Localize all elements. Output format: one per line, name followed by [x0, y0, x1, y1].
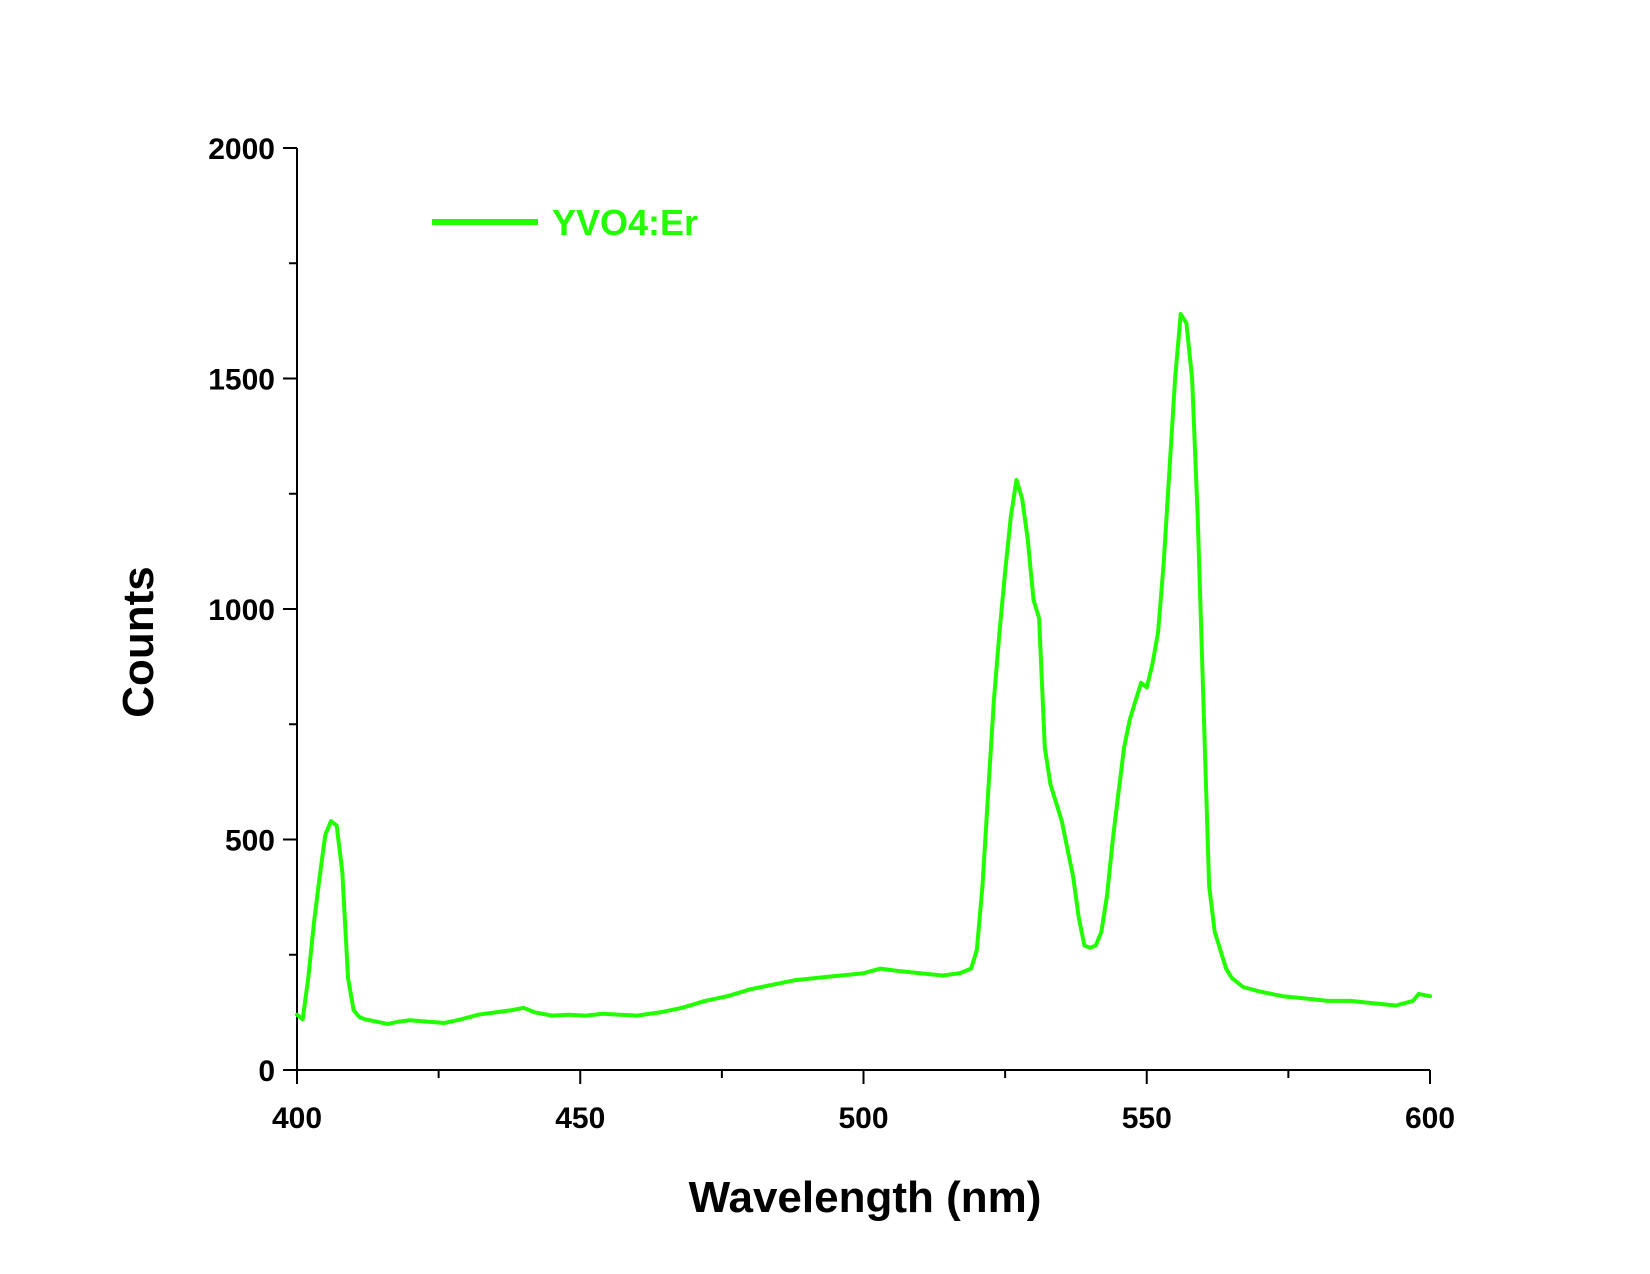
y-tick-label: 1500	[208, 364, 275, 397]
x-tick-label: 450	[555, 1102, 605, 1135]
x-tick-label: 600	[1405, 1102, 1455, 1135]
tick-labels: 400 450 500 550 600 0 500 1000 1500 2000	[208, 133, 1455, 1135]
legend: YVO4:Er	[432, 202, 698, 243]
y-tick-label: 1000	[208, 594, 275, 627]
x-tick-label: 400	[272, 1102, 322, 1135]
ticks	[283, 147, 1431, 1084]
y-tick-label: 2000	[208, 133, 275, 166]
x-tick-label: 550	[1122, 1102, 1172, 1135]
y-tick-label: 0	[258, 1055, 275, 1088]
x-axis-title: Wavelength (nm)	[689, 1173, 1042, 1222]
series-line-0	[295, 312, 1432, 1026]
y-axis-title: Counts	[114, 566, 163, 718]
x-tick-label: 500	[838, 1102, 888, 1135]
axes	[296, 148, 1430, 1071]
legend-label-yvo4-er: YVO4:Er	[552, 202, 698, 243]
series-layer	[295, 312, 1432, 1026]
y-tick-label: 500	[225, 825, 275, 858]
